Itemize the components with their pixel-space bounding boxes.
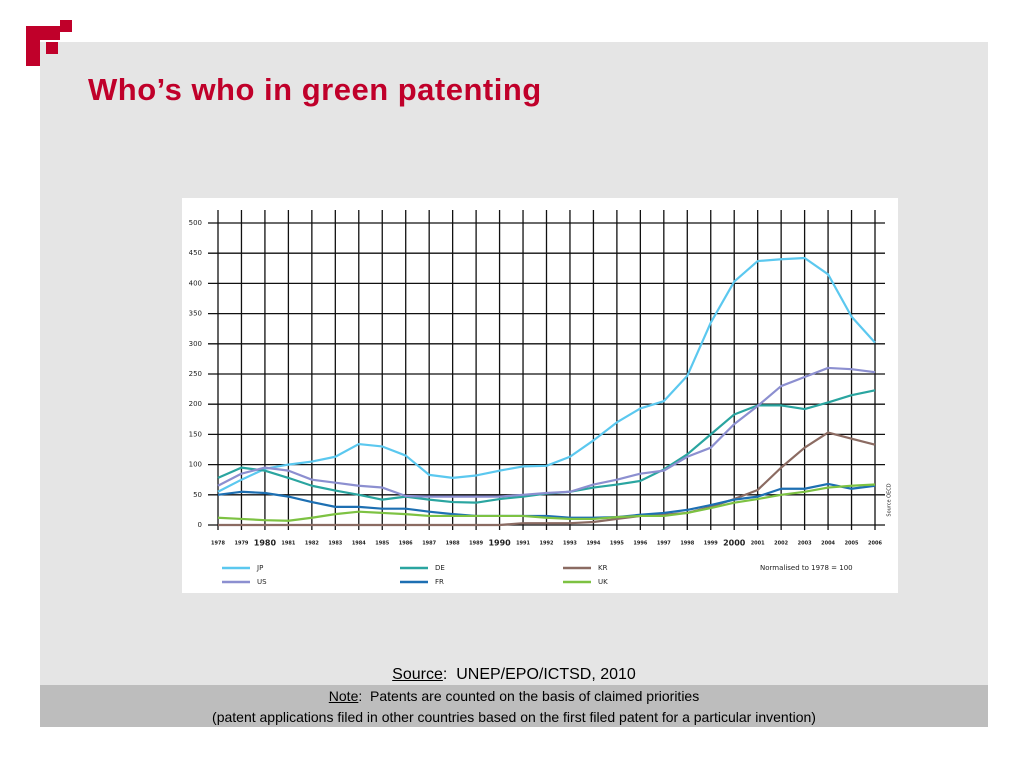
- x-tick-label: 2003: [798, 541, 812, 547]
- y-tick-label: 100: [189, 461, 202, 469]
- x-tick-label: 1979: [235, 541, 249, 547]
- y-tick-label: 200: [189, 400, 202, 408]
- chart-annotation: Normalised to 1978 = 100: [760, 564, 853, 572]
- x-tick-label: 1985: [375, 541, 389, 547]
- x-tick-label: 2002: [774, 541, 788, 547]
- x-tick-label: 1988: [446, 541, 460, 547]
- x-tick-label: 1995: [610, 541, 624, 547]
- legend-label: UK: [598, 578, 608, 586]
- x-tick-label: 1980: [254, 539, 277, 548]
- x-tick-label: 1978: [211, 541, 225, 547]
- legend-label: FR: [435, 578, 444, 586]
- y-tick-label: 50: [193, 491, 202, 499]
- legend-label: JP: [256, 564, 263, 572]
- x-tick-label: 1982: [305, 541, 319, 547]
- x-tick-label: 1989: [469, 541, 483, 547]
- x-tick-label: 1991: [516, 541, 530, 547]
- y-tick-label: 0: [198, 521, 202, 529]
- chart-source: Source OECD: [887, 483, 893, 516]
- y-tick-label: 300: [189, 340, 202, 348]
- y-tick-label: 150: [189, 430, 202, 438]
- x-tick-label: 1994: [586, 541, 600, 547]
- x-tick-label: 2006: [868, 541, 882, 547]
- x-tick-label: 1992: [540, 541, 554, 547]
- x-tick-label: 2000: [723, 539, 746, 548]
- x-tick-label: 1996: [633, 541, 647, 547]
- legend-label: KR: [598, 564, 608, 572]
- x-tick-label: 1984: [352, 541, 366, 547]
- legend-label: DE: [435, 564, 445, 572]
- chart: 0 50 100 150 200 250 300 350 400 450 500 1978 1979 19…: [0, 0, 1024, 768]
- x-tick-label: 1986: [399, 541, 413, 547]
- x-tick-label: 1990: [488, 539, 511, 548]
- x-tick-label: 1987: [422, 541, 436, 547]
- x-tick-label: 1998: [680, 541, 694, 547]
- y-tick-label: 350: [189, 310, 202, 318]
- x-tick-label: 1981: [281, 541, 295, 547]
- y-tick-label: 250: [189, 370, 202, 378]
- slide: Who’s who in green patenting Source: UNE…: [0, 0, 1024, 768]
- y-tick-label: 400: [189, 279, 202, 287]
- x-tick-label: 1999: [704, 541, 718, 547]
- chart-background: [182, 198, 898, 593]
- x-tick-label: 1997: [657, 541, 671, 547]
- y-tick-label: 500: [189, 219, 202, 227]
- y-tick-label: 450: [189, 249, 202, 257]
- x-tick-label: 2001: [751, 541, 765, 547]
- x-tick-label: 1993: [563, 541, 577, 547]
- legend-label: US: [257, 578, 267, 586]
- x-tick-label: 1983: [328, 541, 342, 547]
- x-tick-label: 2004: [821, 541, 835, 547]
- x-tick-label: 2005: [845, 541, 859, 547]
